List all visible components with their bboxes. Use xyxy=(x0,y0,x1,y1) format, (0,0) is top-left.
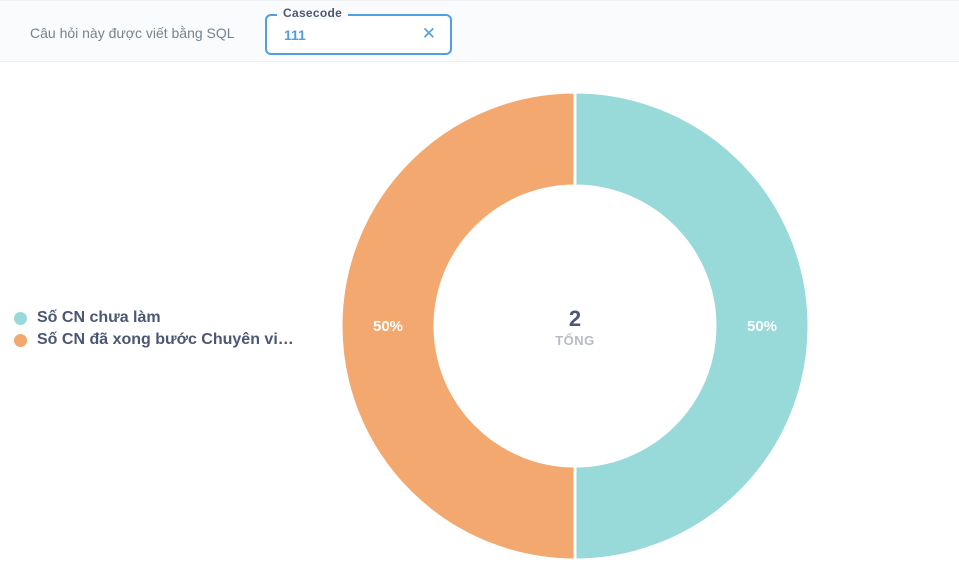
filter-value: 111 xyxy=(284,27,306,43)
total-label: TỔNG xyxy=(555,333,595,348)
donut-slices xyxy=(339,90,811,562)
donut-slice-1[interactable] xyxy=(339,90,577,562)
slice-percent-label-0: 50% xyxy=(747,318,777,335)
filter-label: Casecode xyxy=(277,6,349,20)
legend-dot-1 xyxy=(14,333,27,347)
legend-dot-0 xyxy=(14,311,27,325)
donut-percent-labels: 50% 50% xyxy=(373,318,777,335)
slice-percent-label-1: 50% xyxy=(373,318,403,335)
legend-item-1[interactable]: Số CN đã xong bước Chuyên vi… xyxy=(14,329,294,351)
legend-item-0[interactable]: Số CN chưa làm xyxy=(14,307,294,329)
sql-note: Câu hỏi này được viết bằng SQL xyxy=(30,25,235,41)
legend-label-1: Số CN đã xong bước Chuyên vi… xyxy=(37,331,294,348)
casecode-filter[interactable]: Casecode 111 ✕ xyxy=(265,6,452,55)
legend-label-0: Số CN chưa làm xyxy=(37,309,161,326)
filter-bar: Câu hỏi này được viết bằng SQL Casecode … xyxy=(0,0,959,62)
close-icon[interactable]: ✕ xyxy=(421,24,436,43)
donut-slice-0[interactable] xyxy=(573,90,811,562)
legend: Số CN chưa làm Số CN đã xong bước Chuyên… xyxy=(14,307,294,351)
total-value: 2 xyxy=(569,306,581,331)
